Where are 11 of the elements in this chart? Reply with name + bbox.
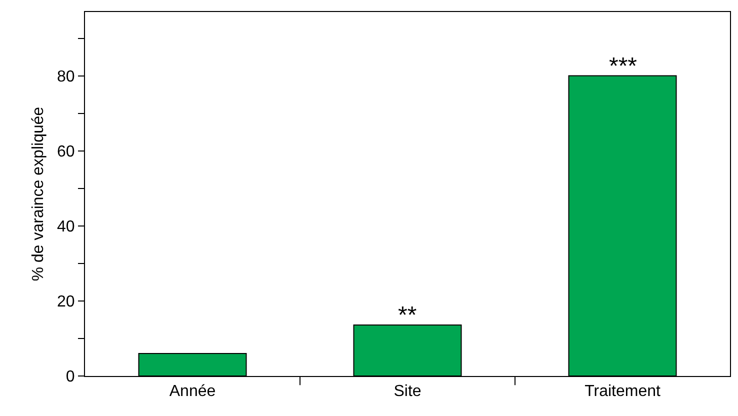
x-tick-label: Traitement xyxy=(584,383,661,400)
x-tick-label: Site xyxy=(394,383,422,400)
annotation: *** xyxy=(609,53,638,80)
y-tick-label: 20 xyxy=(57,294,75,311)
y-tick-label: 40 xyxy=(57,218,75,236)
annotation: ** xyxy=(398,302,417,329)
y-tick-label: 0 xyxy=(66,368,75,386)
y-axis-title: % de varaince expliquée xyxy=(30,106,47,282)
y-tick-label: 60 xyxy=(57,143,75,160)
y-tick-label: 80 xyxy=(57,68,75,86)
x-tick-label: Année xyxy=(169,383,216,400)
